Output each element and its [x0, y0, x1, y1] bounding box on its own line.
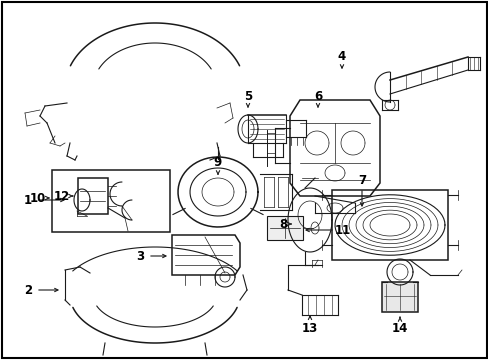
Text: 12: 12: [54, 189, 70, 202]
Text: 4: 4: [337, 49, 346, 63]
Bar: [52, 170, 170, 232]
Text: 11: 11: [334, 224, 350, 237]
Text: 14: 14: [391, 321, 407, 334]
Polygon shape: [381, 282, 417, 312]
Text: 3: 3: [136, 249, 144, 262]
Text: 8: 8: [278, 217, 286, 230]
Text: 2: 2: [24, 284, 32, 297]
Polygon shape: [266, 216, 303, 240]
Text: 6: 6: [313, 90, 322, 103]
Text: 7: 7: [357, 174, 366, 186]
Text: 1: 1: [24, 194, 32, 207]
Text: 10: 10: [30, 192, 46, 204]
Text: 5: 5: [244, 90, 252, 103]
Text: 13: 13: [301, 321, 318, 334]
Text: 9: 9: [213, 157, 222, 170]
